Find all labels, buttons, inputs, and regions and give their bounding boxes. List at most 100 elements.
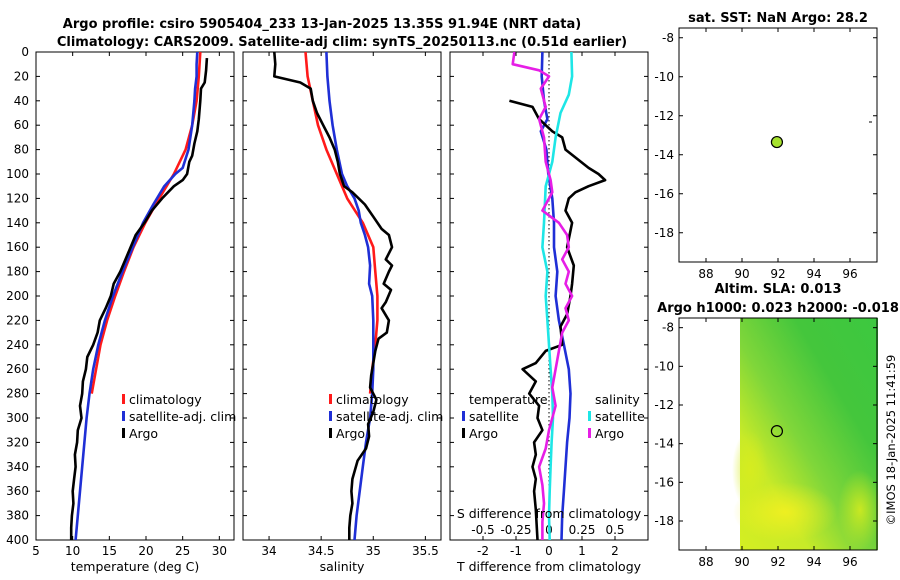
legend-label-satellite: satellite-adj. clim <box>129 409 236 424</box>
map-layer: 88 90 92 94 96 -8 -10 -12 -14 -16 -18 88 90 92 94 96 -8 -… <box>654 28 877 569</box>
legend-swatch-argo <box>329 428 332 438</box>
depth-tick-label: 220 <box>6 313 29 327</box>
legend-title-temperature: temperature <box>469 392 548 407</box>
legend-label-climatology: climatology <box>336 392 409 407</box>
sst-y-tick-label: -18 <box>654 226 674 240</box>
depth-tick-label: 20 <box>14 69 29 83</box>
sst-x-tick-label: 92 <box>770 267 785 281</box>
series-line-salinity-satellite <box>541 52 574 540</box>
sla-x-tick-label: 92 <box>770 555 785 569</box>
x-tick-label: 0 <box>545 544 553 558</box>
sla-x-tick-label: 94 <box>806 555 821 569</box>
x-tick-label: 20 <box>138 544 153 558</box>
sla-argo-location-marker <box>770 425 784 438</box>
depth-tick-label: 0 <box>21 45 29 59</box>
depth-tick-label: 400 <box>6 533 29 547</box>
depth-tick-label: 360 <box>6 484 29 498</box>
series-layer <box>69 52 607 540</box>
sst-x-tick-label: 96 <box>842 267 857 281</box>
series-line-climatology <box>304 52 379 394</box>
s-difference-tick-label: 0.5 <box>605 523 624 537</box>
sla-heatmap-blob-west <box>732 430 768 510</box>
x-tick-label: 1 <box>578 544 586 558</box>
legend-label-argo: Argo <box>129 426 158 441</box>
imos-timestamp: ©IMOS 18-Jan-2025 11:41:59 <box>884 355 898 526</box>
x-tick-label: 25 <box>175 544 190 558</box>
sst-y-tick-label: -12 <box>654 109 674 123</box>
x-tick-label: 30 <box>212 544 227 558</box>
series-line-argo <box>69 58 209 540</box>
legend-label-temp-argo: Argo <box>469 426 498 441</box>
temperature-panel <box>35 51 235 541</box>
temperature-legend: climatology satellite-adj. clim Argo <box>122 392 236 441</box>
x-tick-label: 15 <box>102 544 117 558</box>
legend-label-argo: Argo <box>336 426 365 441</box>
sla-heatmap-blob-east <box>838 470 882 550</box>
x-tick-label: -2 <box>477 544 489 558</box>
legend-swatch-sal-satellite <box>588 411 591 421</box>
depth-tick-label: 320 <box>6 435 29 449</box>
x-tick-label: 34 <box>261 544 276 558</box>
sst-y-tick-label: -10 <box>654 70 674 84</box>
depth-tick-label: 160 <box>6 240 29 254</box>
legend-swatch-satellite <box>329 411 332 421</box>
legend-swatch-satellite <box>122 411 125 421</box>
difference-legend: temperature satellite Argo salinity sate… <box>462 392 645 441</box>
series-line-satellite-adj-clim <box>325 52 375 540</box>
salinity-panel <box>242 51 442 541</box>
depth-tick-label: 300 <box>6 411 29 425</box>
depth-tick-label: 120 <box>6 191 29 205</box>
sst-map-title: sat. SST: NaN Argo: 28.2 <box>688 11 868 26</box>
depth-tick-label: 380 <box>6 509 29 523</box>
sst-y-tick-label: -8 <box>662 31 674 45</box>
sst-x-tick-label: 90 <box>734 267 749 281</box>
temperature-xlabel: temperature (deg C) <box>71 559 200 574</box>
depth-tick-label: 60 <box>14 118 29 132</box>
s-difference-tick-label: 0.25 <box>569 523 596 537</box>
sla-y-tick-label: -18 <box>654 514 674 528</box>
legend-title-salinity: salinity <box>595 392 640 407</box>
depth-tick-label: 180 <box>6 265 29 279</box>
s-difference-tick-label: -0.5 <box>471 523 494 537</box>
sst-y-tick-label: -16 <box>654 187 674 201</box>
sla-y-tick-label: -10 <box>654 359 674 373</box>
legend-label-sal-argo: Argo <box>595 426 624 441</box>
header-title-line2: Climatology: CARS2009. Satellite-adj cli… <box>57 35 627 50</box>
legend-label-satellite: satellite-adj. clim <box>336 409 443 424</box>
x-tick-label: 35.5 <box>412 544 439 558</box>
header-title-line1: Argo profile: csiro 5905404_233 13-Jan-2… <box>63 17 581 32</box>
legend-swatch-temp-satellite <box>462 411 465 421</box>
legend-swatch-argo <box>122 428 125 438</box>
depth-tick-label: 340 <box>6 460 29 474</box>
sla-y-tick-label: -14 <box>654 437 674 451</box>
legend-swatch-sal-argo <box>588 428 591 438</box>
legend-label-temp-satellite: satellite <box>469 409 519 424</box>
series-line-salinity-argo <box>511 52 574 540</box>
depth-tick-label: 140 <box>6 216 29 230</box>
legend-swatch-climatology <box>329 394 332 404</box>
sst-x-tick-label: 94 <box>806 267 821 281</box>
x-tick-label: 34.5 <box>308 544 335 558</box>
series-line-temperature-argo <box>509 99 607 540</box>
depth-tick-label: 280 <box>6 387 29 401</box>
axes-layer: 0204060801001201401601802002202402602803… <box>6 45 648 558</box>
series-line-argo <box>272 52 394 540</box>
sla-map-title-line2: Argo h1000: 0.023 h2000: -0.018 <box>657 301 899 316</box>
sla-y-tick-label: -16 <box>654 475 674 489</box>
legend-swatch-temp-argo <box>462 428 465 438</box>
x-tick-label: -1 <box>510 544 522 558</box>
salinity-xlabel: salinity <box>320 559 365 574</box>
sst-x-tick-label: 88 <box>698 267 713 281</box>
x-tick-label: 35 <box>366 544 381 558</box>
legend-label-climatology: climatology <box>129 392 202 407</box>
t-difference-xlabel: T difference from climatology <box>456 559 642 574</box>
sla-x-tick-label: 96 <box>842 555 857 569</box>
x-tick-label: 2 <box>611 544 619 558</box>
depth-tick-label: 40 <box>14 94 29 108</box>
salinity-legend: climatology satellite-adj. clim Argo <box>329 392 443 441</box>
x-tick-label: 10 <box>65 544 80 558</box>
sla-y-tick-label: -8 <box>662 321 674 335</box>
depth-tick-label: 260 <box>6 362 29 376</box>
series-line-satellite-adj-clim <box>74 52 199 540</box>
depth-tick-label: 200 <box>6 289 29 303</box>
